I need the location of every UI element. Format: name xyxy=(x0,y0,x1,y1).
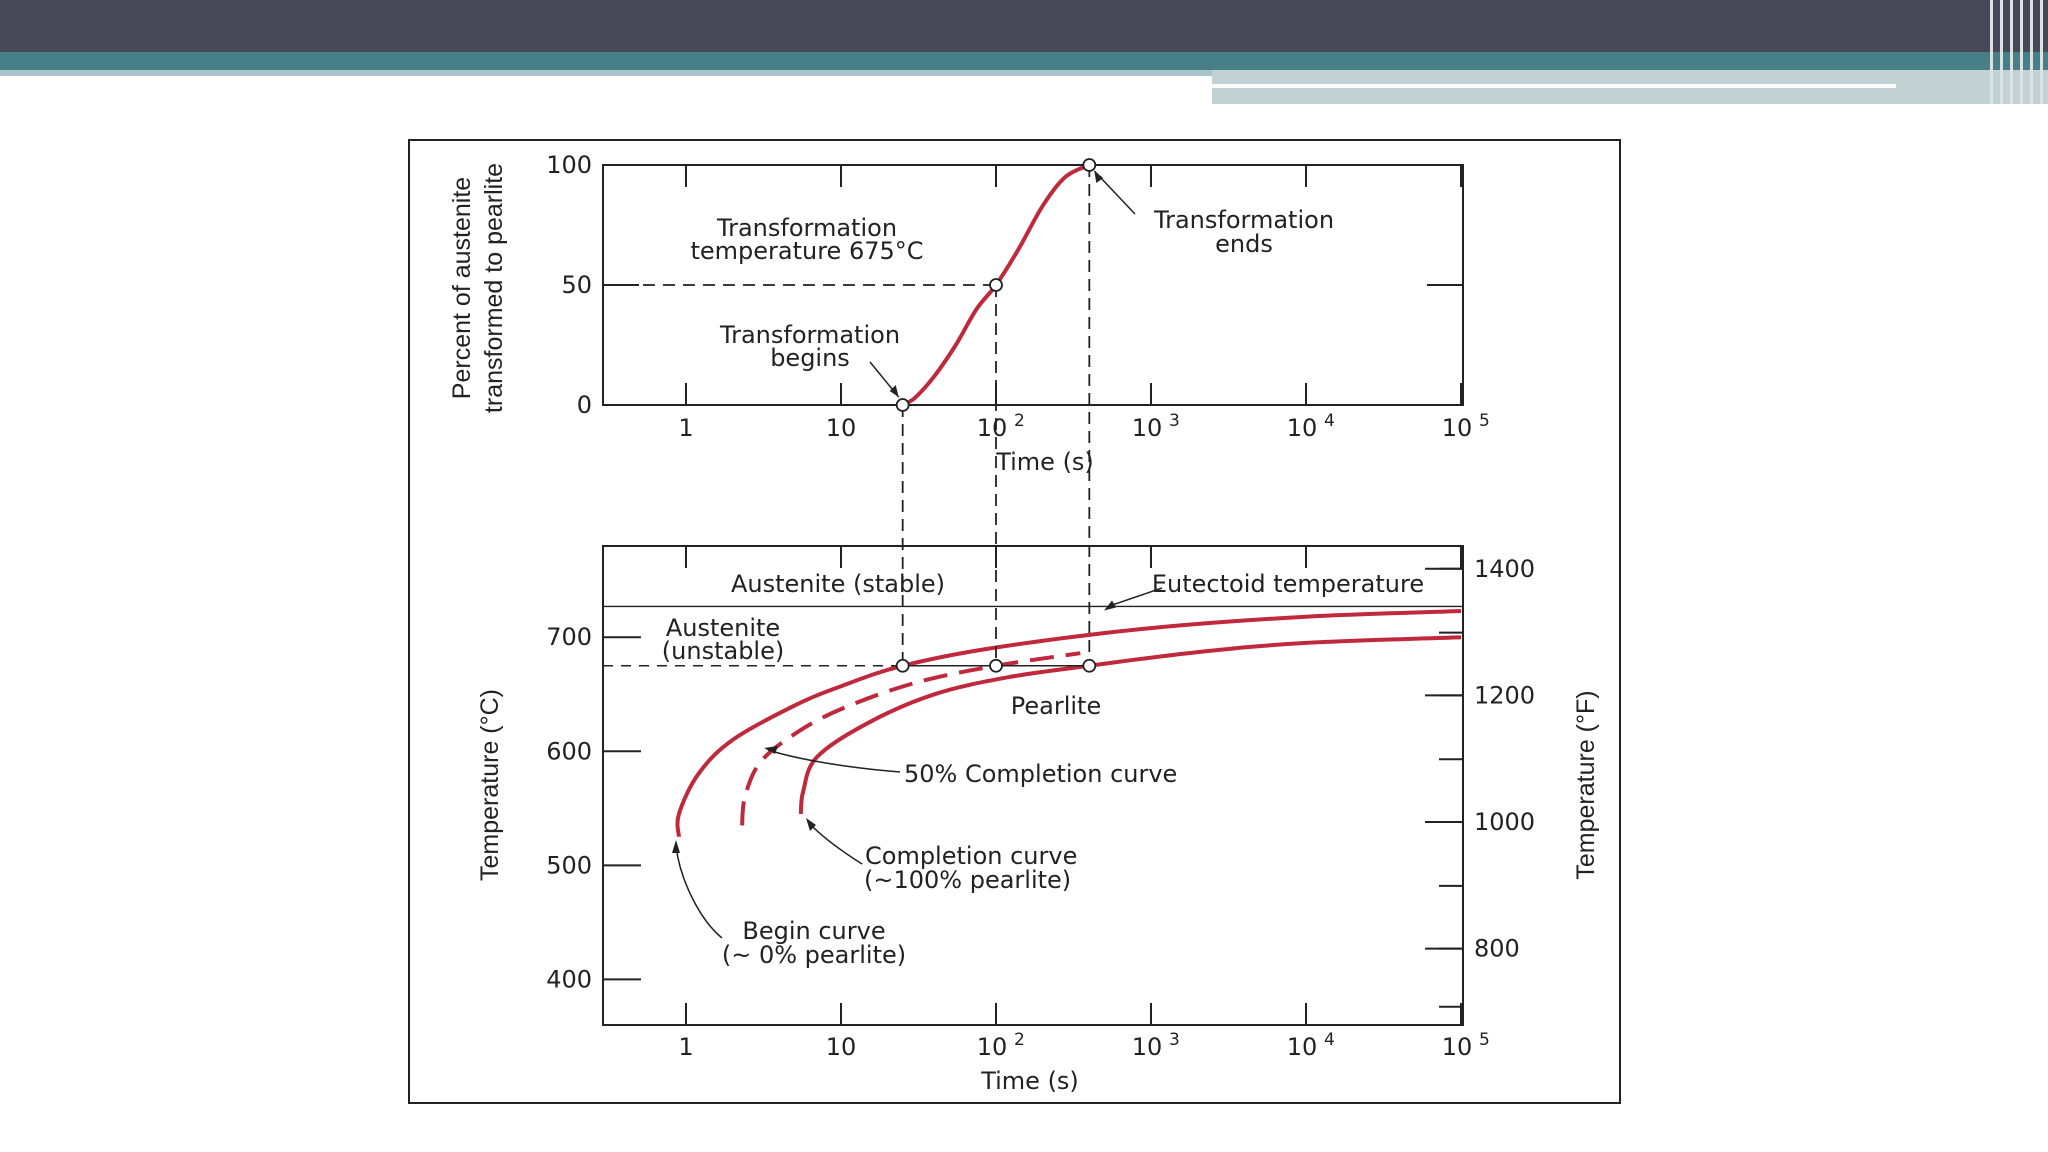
pearlite-label: Pearlite xyxy=(1011,692,1101,720)
top-xtick-label: 1 xyxy=(678,414,693,442)
bottom-ytick-label-right: 800 xyxy=(1474,935,1520,963)
top-xtick-label: 10 xyxy=(977,414,1008,442)
bottom-ytick-label-right: 1000 xyxy=(1474,808,1535,836)
begins-label-line1: Transformation xyxy=(719,321,900,349)
eutectoid-arrowhead xyxy=(1104,600,1116,611)
bottom-xtick-label: 10 xyxy=(826,1033,857,1061)
bottom-xtick-exponent: 5 xyxy=(1479,1030,1490,1050)
bottom-ylabel-left: Temperature (°C) xyxy=(476,689,504,881)
eutectoid-label: Eutectoid temperature xyxy=(1152,570,1424,598)
top-xtick-label: 10 xyxy=(1287,414,1318,442)
bottom-ytick-label-left: 700 xyxy=(546,623,592,651)
begin-curve-arrowhead xyxy=(672,840,680,853)
top-xtick-exponent: 2 xyxy=(1014,411,1025,431)
top-ytick-label: 50 xyxy=(561,271,592,299)
slide-header-stripe xyxy=(0,52,2048,70)
temp-label-line1: Transformation xyxy=(716,214,897,242)
begin-label-line2: (~ 0% pearlite) xyxy=(722,941,906,969)
austenite-unstable-label-line2: (unstable) xyxy=(662,637,784,665)
top-ylabel-line2: transformed to pearlite xyxy=(480,163,508,413)
completion-label-line2: (~100% pearlite) xyxy=(864,866,1071,894)
bottom-xtick-exponent: 2 xyxy=(1014,1030,1025,1050)
completion-arrowhead xyxy=(806,818,816,831)
ends-label-line2: ends xyxy=(1215,230,1273,258)
top-xtick-label: 10 xyxy=(826,414,857,442)
fifty-pct-label: 50% Completion curve xyxy=(904,760,1177,788)
top-marker-point xyxy=(1082,158,1097,172)
top-xtick-exponent: 4 xyxy=(1324,411,1335,431)
fifty-pct-arrow xyxy=(767,749,901,773)
begin-curve-arrow xyxy=(675,845,723,939)
bottom-xtick-label: 1 xyxy=(678,1033,693,1061)
begins-label-line2: begins xyxy=(770,344,850,372)
bottom-marker-point xyxy=(1082,658,1097,673)
begin-curve xyxy=(675,609,1462,837)
completion-curve xyxy=(798,635,1462,815)
bottom-ytick-label-right: 1200 xyxy=(1474,681,1535,709)
top-ytick-label: 0 xyxy=(577,391,592,419)
eutectoid-arrow xyxy=(1107,587,1163,608)
bottom-xtick-label: 10 xyxy=(1287,1033,1318,1061)
begin-label-line1: Begin curve xyxy=(742,917,885,945)
slide-header-bar xyxy=(0,0,2048,52)
top-xtick-label: 10 xyxy=(1442,414,1473,442)
completion-label-line1: Completion curve xyxy=(865,842,1077,870)
top-xlabel: Time (s) xyxy=(995,448,1094,476)
slide-header-stripe-line xyxy=(1212,84,1896,88)
bottom-plot-frame xyxy=(602,545,1464,1026)
figure-frame xyxy=(408,139,1621,1104)
top-xtick-exponent: 3 xyxy=(1169,411,1180,431)
top-xtick-exponent: 5 xyxy=(1479,411,1490,431)
bottom-xtick-label: 10 xyxy=(1132,1033,1163,1061)
top-xtick-label: 10 xyxy=(1132,414,1163,442)
top-ytick-label: 100 xyxy=(546,151,592,179)
bottom-ytick-label-left: 500 xyxy=(546,851,592,879)
bottom-marker-point xyxy=(989,658,1003,673)
fifty-pct-arrowhead xyxy=(764,746,778,754)
top-ylabel-line1: Percent of austenite xyxy=(448,177,476,399)
bottom-ytick-label-right: 1400 xyxy=(1474,555,1535,583)
bottom-ytick-label-left: 400 xyxy=(546,965,592,993)
bottom-xtick-exponent: 3 xyxy=(1169,1030,1180,1050)
bottom-ytick-label-left: 600 xyxy=(546,737,592,765)
transformation-curve xyxy=(901,163,1091,407)
slide-corner-decoration xyxy=(1984,0,2048,104)
bottom-xtick-exponent: 4 xyxy=(1324,1030,1335,1050)
bottom-xtick-label: 10 xyxy=(1442,1033,1473,1061)
begins-arrowhead xyxy=(889,385,899,397)
top-marker-point xyxy=(989,278,1003,292)
bottom-ylabel-right: Temperature (°F) xyxy=(1572,690,1600,879)
bottom-marker-point xyxy=(895,658,910,673)
slide-header-stripe-light xyxy=(0,70,1212,76)
top-marker-point xyxy=(895,398,910,412)
bottom-xtick-label: 10 xyxy=(977,1033,1008,1061)
temp-label-line2: temperature 675°C xyxy=(690,237,923,265)
austenite-unstable-label-line1: Austenite xyxy=(666,614,780,642)
ends-arrowhead xyxy=(1094,171,1104,183)
austenite-stable-label: Austenite (stable) xyxy=(731,570,945,598)
bottom-xlabel: Time (s) xyxy=(980,1067,1079,1095)
ends-label-line1: Transformation xyxy=(1153,206,1334,234)
fifty-pct-curve xyxy=(740,651,1081,826)
completion-arrow xyxy=(807,821,863,865)
